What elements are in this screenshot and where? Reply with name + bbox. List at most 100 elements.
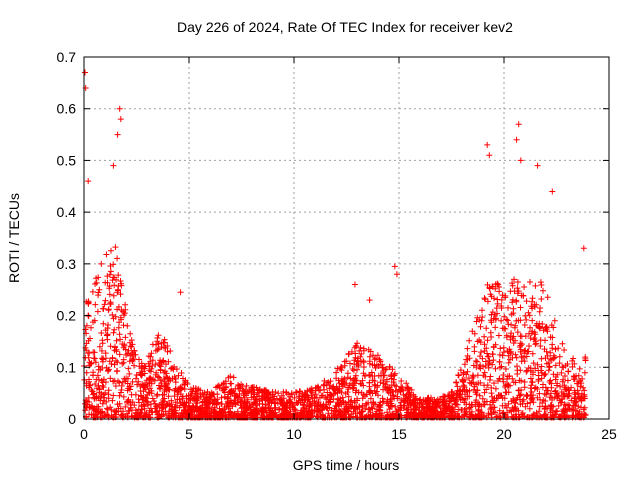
data-point: [476, 392, 483, 399]
data-point: [524, 400, 531, 407]
axis-ticks: 0 5 10 15 20 25 0 0.1 0.2 0.3 0.4 0.5 0.6 0.7: [57, 49, 617, 442]
data-point: [125, 347, 132, 354]
data-point: [526, 405, 533, 412]
data-point: [380, 368, 387, 375]
data-point: [200, 393, 207, 400]
data-point: [108, 361, 115, 367]
data-point: [120, 393, 127, 400]
data-point: [488, 334, 495, 340]
data-point: [229, 403, 236, 410]
data-point: [92, 301, 99, 308]
data-point: [240, 405, 247, 411]
data-point: [330, 396, 337, 403]
data-point: [182, 403, 189, 410]
data-point: [106, 285, 113, 292]
data-point: [415, 407, 422, 414]
data-point: [455, 406, 462, 413]
data-point: [132, 391, 139, 398]
data-point: [109, 311, 116, 318]
data-point: [89, 288, 96, 295]
data-point: [125, 407, 132, 414]
data-point: [117, 116, 124, 123]
data-point: [361, 373, 368, 379]
data-point: [118, 282, 125, 289]
data-point: [104, 325, 111, 332]
data-point: [365, 346, 372, 353]
data-point: [525, 348, 532, 355]
data-point: [403, 391, 410, 398]
data-point: [461, 376, 468, 383]
data-point: [124, 387, 131, 394]
data-point: [99, 340, 106, 347]
data-point: [145, 353, 152, 360]
data-point: [491, 380, 497, 387]
data-point: [505, 304, 511, 311]
data-point: [111, 326, 118, 333]
data-point: [122, 301, 129, 308]
data-point: [351, 397, 358, 404]
data-point: [162, 345, 169, 351]
data-point: [138, 406, 145, 413]
data-point: [145, 389, 152, 396]
data-point: [490, 344, 497, 351]
data-point: [115, 272, 122, 279]
data-point: [117, 278, 124, 284]
data-point: [88, 324, 94, 331]
data-point: [96, 286, 103, 293]
data-point: [112, 411, 119, 418]
data-point: [82, 69, 88, 76]
data-point: [528, 303, 535, 310]
data-point: [82, 326, 89, 333]
data-point: [499, 352, 506, 359]
data-point: [321, 386, 328, 393]
data-point: [549, 341, 556, 348]
data-point: [157, 367, 164, 374]
data-point: [115, 324, 122, 331]
data-point: [109, 397, 116, 404]
data-point: [103, 398, 110, 405]
data-point: [153, 341, 160, 348]
data-point: [379, 364, 386, 371]
data-point: [312, 391, 319, 398]
data-point: [171, 363, 178, 370]
data-point: [92, 359, 99, 366]
data-point: [450, 406, 457, 413]
data-point: [93, 411, 100, 418]
data-point: [548, 403, 555, 410]
data-point: [249, 384, 256, 391]
data-point: [537, 367, 544, 374]
data-point: [358, 381, 365, 388]
data-point: [549, 407, 556, 414]
data-point: [102, 279, 109, 286]
data-point: [404, 384, 411, 391]
data-point: [352, 350, 359, 357]
data-point: [514, 363, 520, 370]
data-point: [226, 388, 233, 395]
data-point: [345, 386, 352, 393]
data-point: [461, 386, 468, 393]
data-point: [100, 320, 107, 327]
data-point: [159, 405, 166, 412]
data-point: [555, 402, 562, 409]
data-point: [92, 411, 99, 417]
data-point: [130, 356, 137, 363]
data-point: [145, 360, 152, 367]
data-point: [537, 337, 544, 344]
data-point: [580, 395, 587, 402]
data-point: [552, 387, 559, 394]
data-point: [543, 391, 550, 398]
data-point: [283, 403, 290, 410]
y-tick-label: 0.1: [57, 359, 77, 375]
data-point: [171, 374, 178, 380]
data-point: [114, 359, 121, 366]
data-point: [152, 405, 159, 412]
data-point: [472, 358, 479, 364]
data-point: [100, 384, 107, 391]
data-point: [473, 397, 480, 404]
data-point: [385, 385, 392, 391]
data-point: [523, 316, 530, 323]
data-point: [230, 374, 237, 381]
data-point: [195, 395, 202, 402]
data-point: [369, 361, 376, 368]
data-point: [338, 367, 345, 374]
